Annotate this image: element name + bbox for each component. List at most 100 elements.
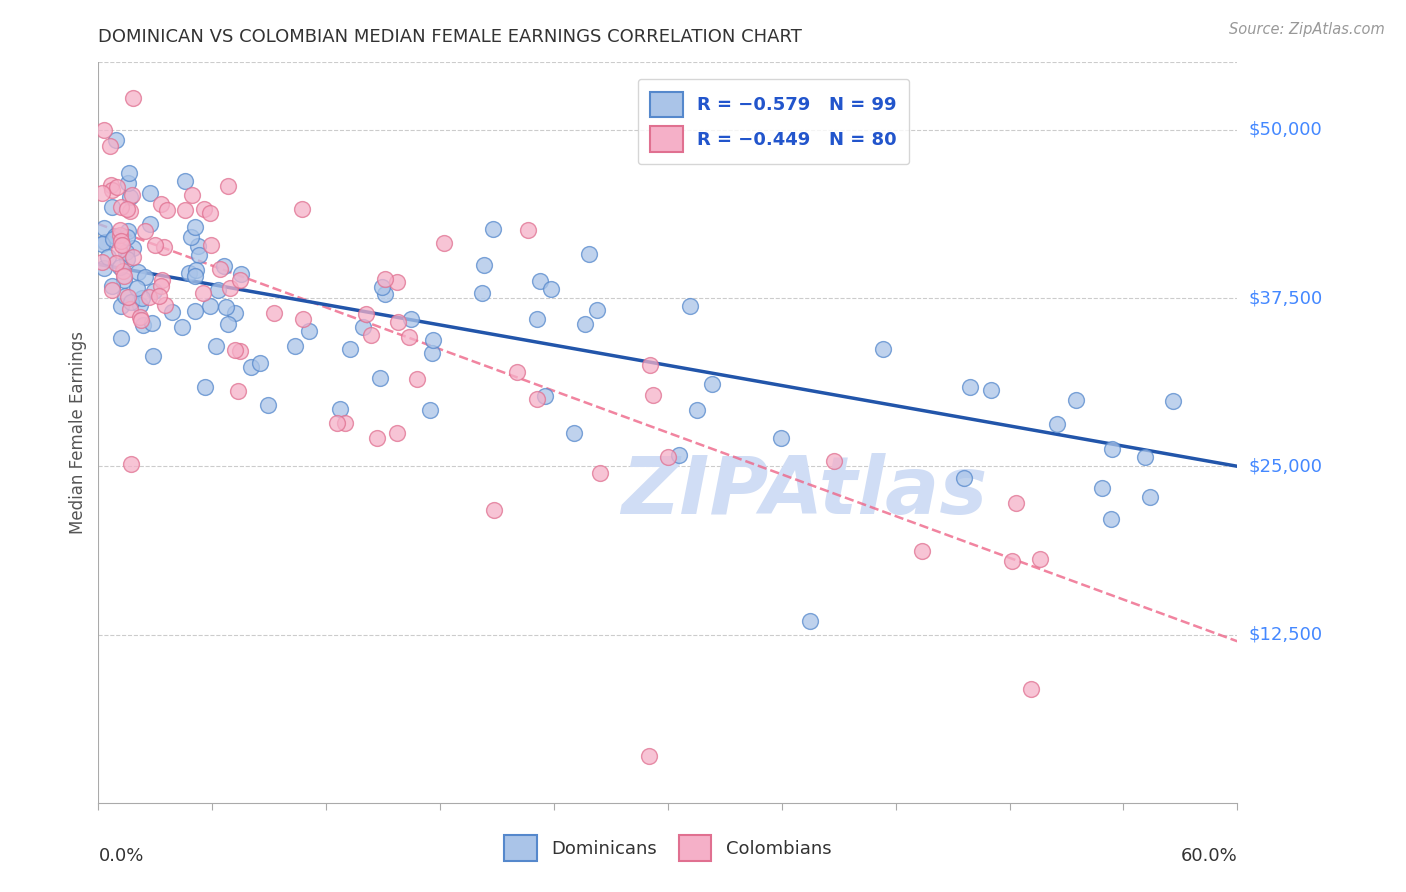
Point <box>638 358 661 372</box>
Point <box>371 279 394 293</box>
Point <box>589 466 612 480</box>
Point <box>872 342 894 356</box>
Point <box>127 265 149 279</box>
Point <box>298 324 321 338</box>
Point <box>150 273 173 287</box>
Point <box>100 183 122 197</box>
Point <box>471 285 494 300</box>
Point <box>1005 496 1028 510</box>
Point <box>148 289 170 303</box>
Point <box>385 426 408 441</box>
Point <box>174 174 197 188</box>
Point <box>121 188 143 202</box>
Point <box>401 312 423 326</box>
Point <box>104 229 127 244</box>
Point <box>114 289 136 303</box>
Point <box>93 122 115 136</box>
Point <box>668 448 690 462</box>
Point <box>111 263 134 277</box>
Point <box>97 250 120 264</box>
Point <box>506 365 529 379</box>
Point <box>533 389 555 403</box>
Point <box>129 298 152 312</box>
Point <box>139 218 162 232</box>
Point <box>249 356 271 370</box>
Point <box>422 333 444 347</box>
Point <box>105 133 128 147</box>
Point <box>911 544 934 558</box>
Point <box>1029 552 1052 566</box>
Point <box>1091 481 1114 495</box>
Point <box>134 224 156 238</box>
Point <box>93 235 115 249</box>
Point <box>108 244 131 258</box>
Point <box>959 380 981 394</box>
Text: DOMINICAN VS COLOMBIAN MEDIAN FEMALE EARNINGS CORRELATION CHART: DOMINICAN VS COLOMBIAN MEDIAN FEMALE EAR… <box>98 28 803 45</box>
Point <box>980 383 1002 397</box>
Point <box>219 281 242 295</box>
Point <box>643 388 665 402</box>
Point <box>526 311 548 326</box>
Point <box>1046 417 1069 431</box>
Point <box>93 261 115 276</box>
Point <box>198 299 221 313</box>
Point <box>256 398 278 412</box>
Point <box>120 302 142 317</box>
Point <box>1133 450 1156 465</box>
Point <box>208 262 231 277</box>
Point <box>129 313 152 327</box>
Point <box>482 503 505 517</box>
Point <box>200 238 222 252</box>
Point <box>115 245 138 260</box>
Point <box>110 200 132 214</box>
Point <box>194 380 217 394</box>
Point <box>1101 442 1123 457</box>
Point <box>101 279 124 293</box>
Point <box>578 247 600 261</box>
Point <box>406 372 429 386</box>
Point <box>121 250 143 264</box>
Point <box>104 256 127 270</box>
Point <box>585 302 607 317</box>
Point <box>1019 681 1042 696</box>
Point <box>291 311 314 326</box>
Point <box>112 268 135 283</box>
Point <box>1139 490 1161 504</box>
Point <box>193 202 215 216</box>
Point <box>143 238 166 252</box>
Point <box>420 346 443 360</box>
Point <box>110 223 132 237</box>
Point <box>686 403 709 417</box>
Point <box>184 304 207 318</box>
Text: 60.0%: 60.0% <box>1181 847 1237 865</box>
Point <box>117 224 139 238</box>
Point <box>326 416 349 430</box>
Point <box>335 416 357 430</box>
Point <box>398 329 420 343</box>
Point <box>93 220 115 235</box>
Text: Source: ZipAtlas.com: Source: ZipAtlas.com <box>1229 22 1385 37</box>
Point <box>143 284 166 298</box>
Point <box>191 286 214 301</box>
Point <box>139 186 162 200</box>
Point <box>212 259 235 273</box>
Point <box>183 219 205 234</box>
Point <box>1000 554 1022 568</box>
Point <box>229 273 252 287</box>
Point <box>105 179 128 194</box>
Point <box>516 222 538 236</box>
Point <box>823 454 845 468</box>
Point <box>91 255 114 269</box>
Point <box>263 306 285 320</box>
Point <box>153 298 176 312</box>
Y-axis label: Median Female Earnings: Median Female Earnings <box>69 331 87 534</box>
Text: 0.0%: 0.0% <box>98 847 143 865</box>
Text: $50,000: $50,000 <box>1249 120 1322 139</box>
Point <box>118 166 141 180</box>
Point <box>540 282 562 296</box>
Point <box>118 189 141 203</box>
Point <box>374 271 396 285</box>
Point <box>121 91 143 105</box>
Legend: Dominicans, Colombians: Dominicans, Colombians <box>498 828 838 868</box>
Point <box>170 320 193 334</box>
